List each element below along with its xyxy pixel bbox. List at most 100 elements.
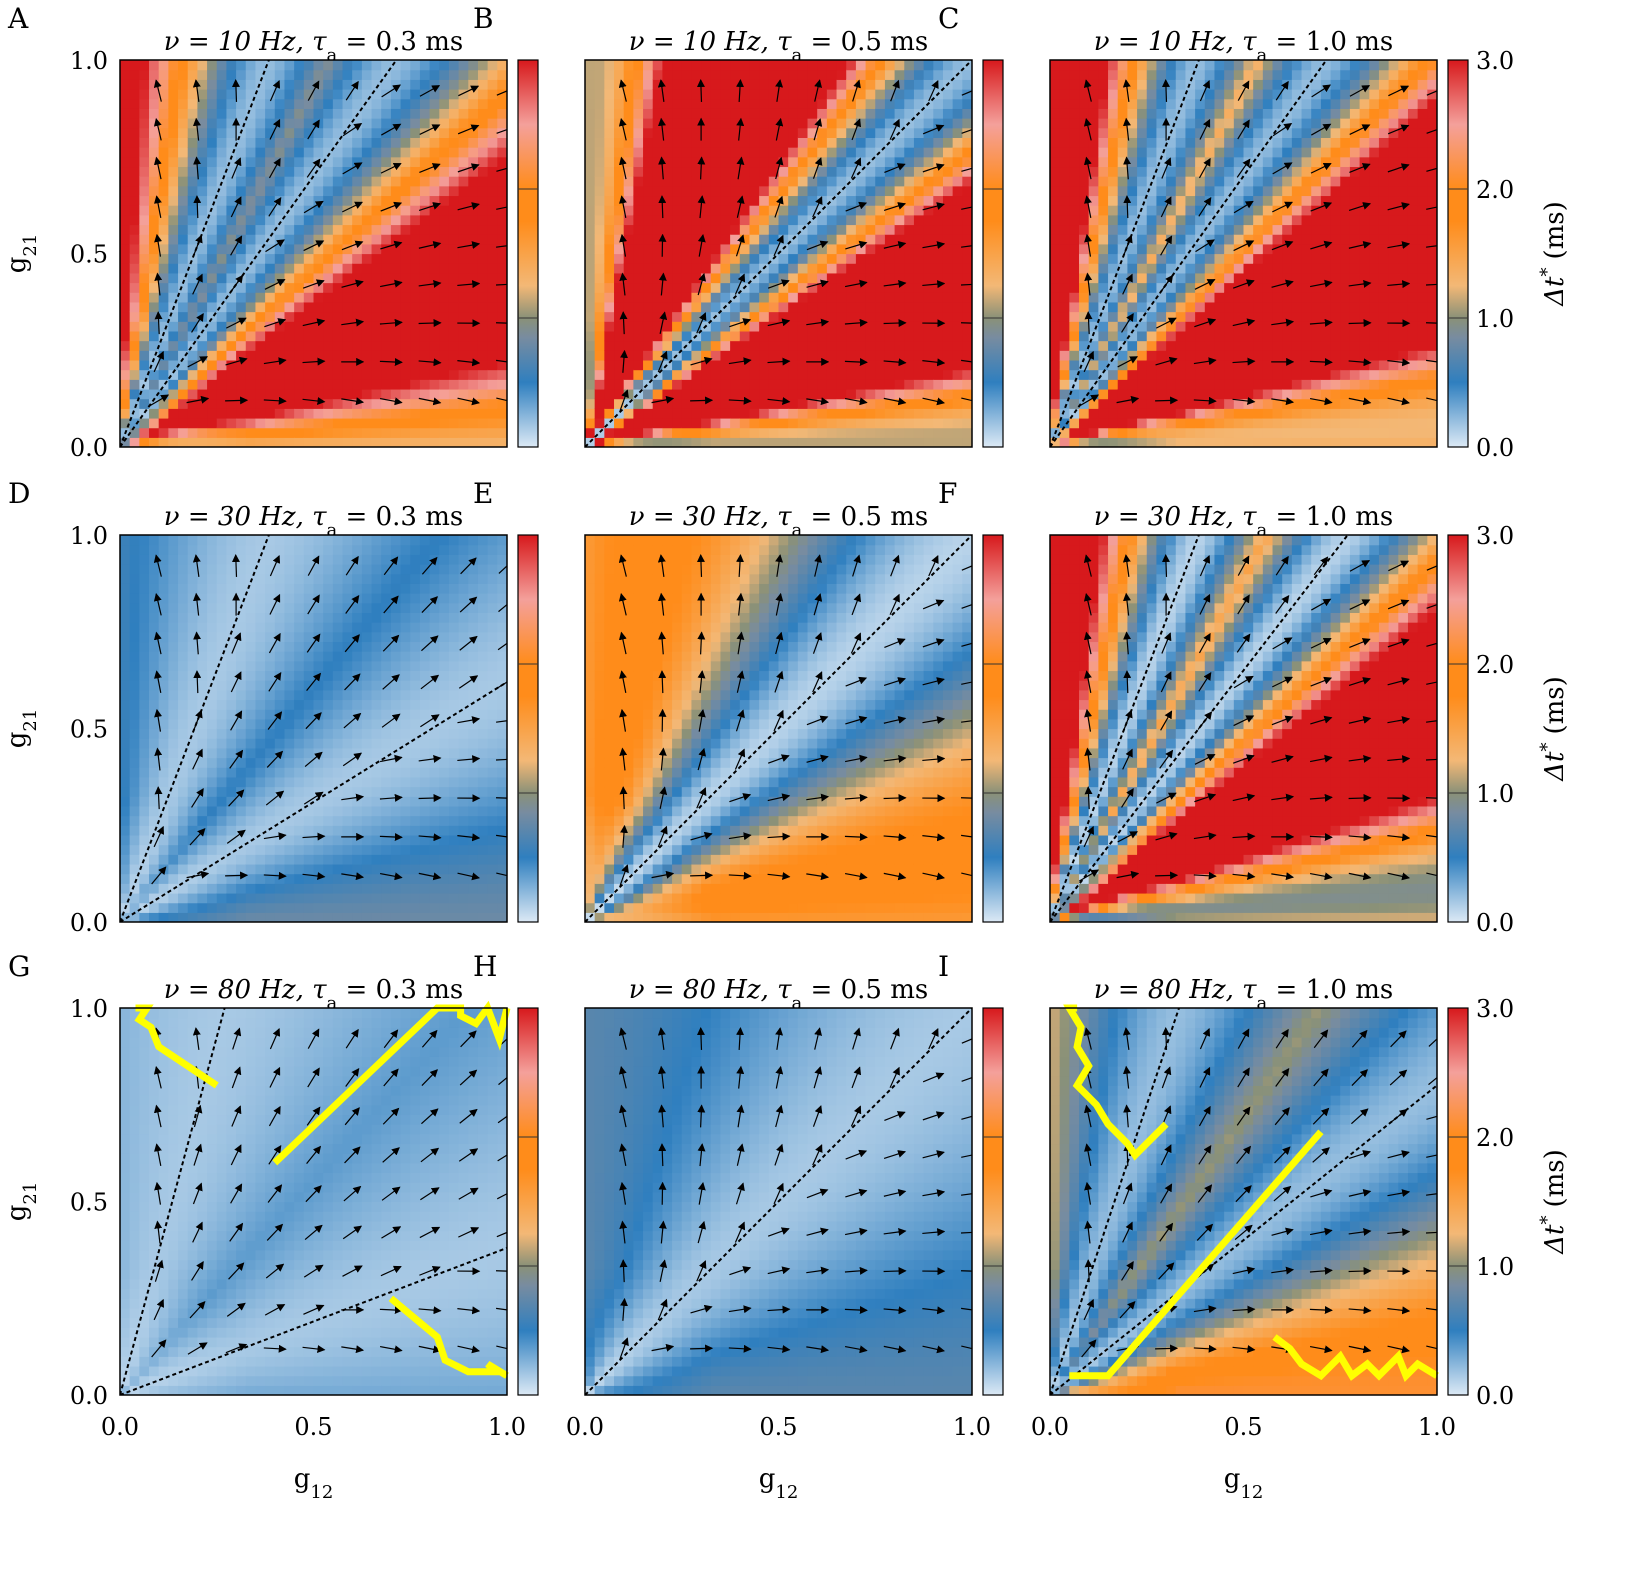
heat-cell <box>468 398 479 409</box>
heat-cell <box>1069 214 1080 226</box>
heat-cell <box>594 166 605 177</box>
heat-cell <box>1175 147 1187 158</box>
heat-cell <box>1320 282 1332 293</box>
heat-cell <box>1108 60 1119 71</box>
heat-cell <box>836 408 847 419</box>
flow-arrow <box>302 318 326 327</box>
heat-cell <box>216 340 228 351</box>
heat-cell <box>371 69 382 80</box>
heat-cell <box>139 417 150 429</box>
heat-cell <box>749 292 760 303</box>
heat-cell <box>158 301 169 313</box>
heat-cell <box>894 166 905 177</box>
heat-cell <box>1291 253 1303 264</box>
heat-cell <box>923 60 934 71</box>
heat-cell <box>875 243 886 255</box>
heat-cell <box>1117 137 1128 148</box>
heat-cell <box>371 272 382 284</box>
heat-cell <box>633 243 644 255</box>
heat-cell <box>419 282 431 293</box>
heat-cell <box>710 359 722 371</box>
heat-cell <box>749 156 760 168</box>
heat-cell <box>865 89 876 100</box>
heat-cell <box>1311 253 1322 264</box>
heat-cell <box>1108 176 1119 187</box>
heat-cell <box>826 118 838 129</box>
heat-cell <box>120 243 131 255</box>
heat-cell <box>332 176 344 187</box>
heat-cell <box>439 108 450 119</box>
heat-cell <box>604 408 615 419</box>
heat-cell <box>1291 417 1303 429</box>
heat-cell <box>139 147 150 158</box>
heat-cell <box>865 437 876 447</box>
heat-cell <box>1185 118 1196 129</box>
heat-cell <box>681 437 693 447</box>
heat-cell <box>245 185 257 197</box>
heat-cell <box>371 311 382 322</box>
heat-cell <box>1108 195 1119 206</box>
heat-cell <box>875 127 886 138</box>
heat-cell <box>826 185 838 197</box>
heat-cell <box>585 98 596 109</box>
heat-cell <box>1127 398 1138 409</box>
heat-cell <box>768 282 780 293</box>
heat-cell <box>1156 292 1167 303</box>
flow-arrow <box>418 240 442 249</box>
heat-cell <box>497 330 507 342</box>
heat-cell <box>361 253 373 264</box>
heat-cell <box>1369 369 1380 380</box>
heat-cell <box>1417 108 1428 119</box>
heat-cell <box>1204 427 1216 438</box>
heat-cell <box>1127 89 1138 100</box>
heat-cell <box>952 205 963 216</box>
heat-cell <box>720 195 731 206</box>
heat-cell <box>604 292 615 303</box>
heat-cell <box>807 253 818 264</box>
flow-arrow <box>845 240 868 250</box>
heat-cell <box>477 253 489 264</box>
heat-cell <box>884 417 896 429</box>
heat-cell <box>759 398 770 409</box>
heat-cell <box>652 301 663 313</box>
heat-cell <box>1185 214 1196 226</box>
heat-cell <box>836 176 847 187</box>
heat-cell <box>894 108 905 119</box>
heat-cell <box>149 369 160 380</box>
heat-cell <box>352 369 363 380</box>
heat-cell <box>1069 427 1080 438</box>
heat-cell <box>1127 243 1138 255</box>
heat-cell <box>487 195 498 206</box>
heat-cell <box>884 127 896 138</box>
heat-cell <box>1098 147 1109 158</box>
heat-cell <box>468 118 479 129</box>
heat-cell <box>255 89 266 100</box>
heat-cell <box>672 272 683 284</box>
heat-cell <box>652 437 663 447</box>
heat-cell <box>1069 98 1080 109</box>
flow-arrow <box>154 195 162 218</box>
heat-cell <box>1117 214 1128 226</box>
heat-cell <box>236 253 247 264</box>
heat-cell <box>1185 263 1196 274</box>
heat-cell <box>332 292 344 303</box>
heat-cell <box>701 292 712 303</box>
heat-cell <box>265 79 276 90</box>
heat-cell <box>1050 60 1061 71</box>
heat-cell <box>265 398 276 409</box>
heat-cell <box>778 79 789 90</box>
heat-cell <box>720 127 731 138</box>
heat-cell <box>139 108 150 119</box>
heat-cell <box>187 127 198 138</box>
heat-cell <box>1059 195 1070 206</box>
heat-cell <box>361 224 373 235</box>
heat-cell <box>865 321 876 332</box>
heat-cell <box>197 292 208 303</box>
heat-cell <box>1320 69 1332 80</box>
heat-cell <box>1059 156 1070 168</box>
heat-cell <box>701 224 712 235</box>
heat-cell <box>768 224 780 235</box>
heat-cell <box>1166 330 1177 342</box>
heat-cell <box>323 79 334 90</box>
heat-cell <box>923 272 934 284</box>
